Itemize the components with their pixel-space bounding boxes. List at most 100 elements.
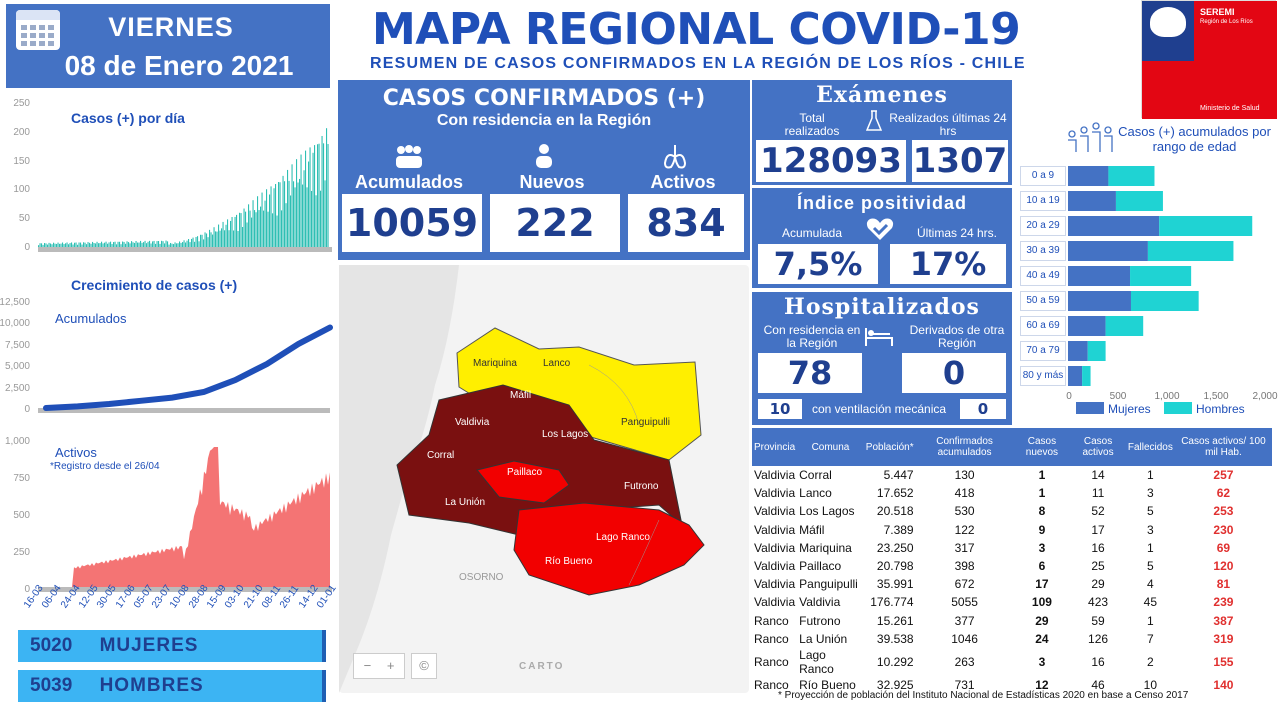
age-bar-men [1147,241,1234,261]
daily-bar [273,188,275,247]
table-cell: Lanco [799,486,832,501]
positivity-panel: Índice positividad Acumulada Últimas 24 … [752,188,1012,288]
map-label: Máfil [510,390,532,401]
daily-bar [225,224,227,247]
daily-bar [272,213,274,247]
daily-bar [44,243,46,247]
daily-bar [188,239,190,247]
table-cell: 672 [954,577,975,592]
daily-bar [306,187,308,247]
y-tick-label: 250 [13,547,30,558]
daily-bar [179,241,181,247]
age-bar-women [1068,266,1131,286]
table-cell: 14 [1091,468,1105,483]
daily-bar [296,159,298,247]
exams-total-value: 128093 [756,140,906,182]
table-cell: 29 [1035,613,1049,628]
daily-bar [117,241,119,247]
table-cell: 16 [1091,654,1105,669]
table-cell: 530 [954,504,975,519]
table-header: Casos nuevos [1013,428,1071,466]
map-canvas[interactable] [339,265,749,693]
hospital-derived-value: 0 [902,353,1006,393]
daily-bar [77,244,79,247]
daily-bar [86,244,88,247]
daily-bar [236,214,238,247]
table-cell: 10 [1143,677,1158,692]
daily-bar [123,241,125,247]
daily-cases-chart [38,128,332,252]
region-map[interactable]: Mariquina Lanco Panguipulli Máfil Valdivia Lo… [339,265,749,693]
map-label: La Unión [445,497,486,508]
table-cell: 5 [1147,504,1154,519]
table-cell: Futrono [799,613,841,628]
info-button[interactable]: © [411,653,437,679]
table-cell: 69 [1216,540,1231,555]
daily-bar [65,243,67,247]
daily-bar [63,244,65,247]
age-category-label: 40 a 49 [1020,266,1066,286]
table-cell: Paillaco [799,559,842,574]
table-cell: 2 [1147,654,1154,669]
daily-bar [83,242,85,247]
paillaco-zone[interactable] [476,460,570,504]
daily-bar [113,242,115,247]
table-cell: 398 [954,559,975,574]
daily-bar [140,240,142,247]
daily-bar [209,229,211,247]
daily-bar [291,164,293,247]
table-cell: 9 [1038,522,1046,537]
table-header: Fallecidos [1125,428,1175,466]
daily-bar [90,243,92,247]
daily-bar [149,240,151,247]
table-cell: 155 [1213,654,1234,669]
daily-bar [218,224,220,247]
daily-bar [66,242,68,247]
daily-bar [258,210,260,247]
daily-bar [134,242,136,247]
exams-title: Exámenes [816,82,948,108]
zoom-controls[interactable]: − + [353,653,405,679]
daily-bar [110,241,112,247]
table-cell: 126 [1088,631,1109,646]
women-label: MUJERES [99,635,199,656]
table-cell: Valdivia [754,522,796,537]
daily-bar [89,242,91,247]
table-cell: 423 [1088,595,1109,610]
table-cell: 253 [1213,504,1234,519]
positivity-last24-label: Últimas 24 hrs. [916,226,998,240]
active-chart [38,447,332,592]
daily-bar [207,237,209,247]
daily-bar [158,241,160,247]
daily-bar [50,243,52,247]
table-cell: Valdivia [754,504,796,519]
table-cell: 24 [1035,631,1049,646]
cases-title: CASOS CONFIRMADOS (+) [382,86,706,111]
daily-bar [78,242,80,247]
daily-bar [269,194,271,247]
growth-line [43,324,333,411]
zoom-in-button[interactable]: + [386,658,395,673]
age-category-label: 50 a 59 [1020,291,1066,311]
table-cell: 130 [954,468,975,483]
daily-bar [95,243,97,247]
age-x-tick: 1,500 [1203,391,1229,402]
zoom-out-button[interactable]: − [363,658,372,673]
daily-bar [62,242,64,247]
daily-bar [303,170,305,247]
daily-bar [48,242,50,247]
daily-bar [41,243,43,247]
table-cell: 120 [1213,559,1234,574]
map-label: Paillaco [507,467,543,478]
table-cell: Máfil [799,522,825,537]
daily-bar [311,190,313,247]
legend-men-swatch [1164,402,1192,414]
table-cell: 32.925 [876,677,914,692]
table-cell: 122 [954,522,975,537]
daily-bar [206,233,208,247]
flask-icon [866,110,882,131]
table-cell: 257 [1213,468,1234,483]
y-tick-label: 50 [18,213,30,225]
map-label: Valdivia [455,417,490,428]
growth-chart-title: Crecimiento de casos (+) [71,277,238,293]
